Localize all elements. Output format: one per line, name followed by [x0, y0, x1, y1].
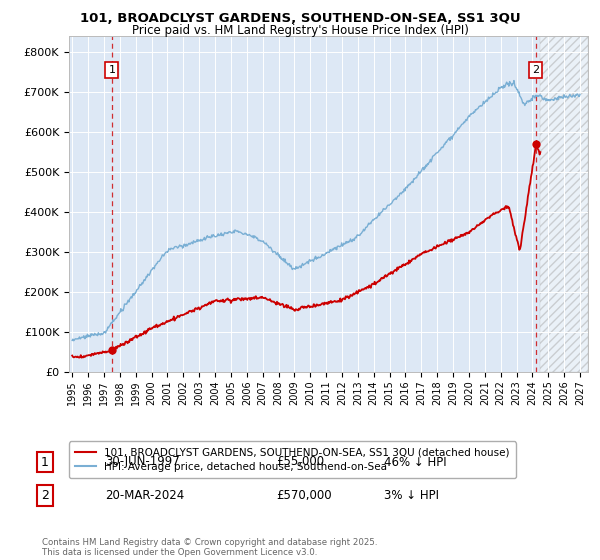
- Text: 30-JUN-1997: 30-JUN-1997: [105, 455, 180, 469]
- Text: 20-MAR-2024: 20-MAR-2024: [105, 489, 184, 502]
- Text: 2: 2: [41, 489, 49, 502]
- Text: 46% ↓ HPI: 46% ↓ HPI: [384, 455, 446, 469]
- Text: Contains HM Land Registry data © Crown copyright and database right 2025.
This d: Contains HM Land Registry data © Crown c…: [42, 538, 377, 557]
- Text: Price paid vs. HM Land Registry's House Price Index (HPI): Price paid vs. HM Land Registry's House …: [131, 24, 469, 36]
- Text: 2: 2: [532, 65, 539, 75]
- Text: 1: 1: [41, 455, 49, 469]
- Text: £570,000: £570,000: [276, 489, 332, 502]
- Legend: 101, BROADCLYST GARDENS, SOUTHEND-ON-SEA, SS1 3QU (detached house), HPI: Average: 101, BROADCLYST GARDENS, SOUTHEND-ON-SEA…: [69, 441, 516, 478]
- Text: 1: 1: [109, 65, 115, 75]
- Text: £55,000: £55,000: [276, 455, 324, 469]
- Text: 101, BROADCLYST GARDENS, SOUTHEND-ON-SEA, SS1 3QU: 101, BROADCLYST GARDENS, SOUTHEND-ON-SEA…: [80, 12, 520, 25]
- Text: 3% ↓ HPI: 3% ↓ HPI: [384, 489, 439, 502]
